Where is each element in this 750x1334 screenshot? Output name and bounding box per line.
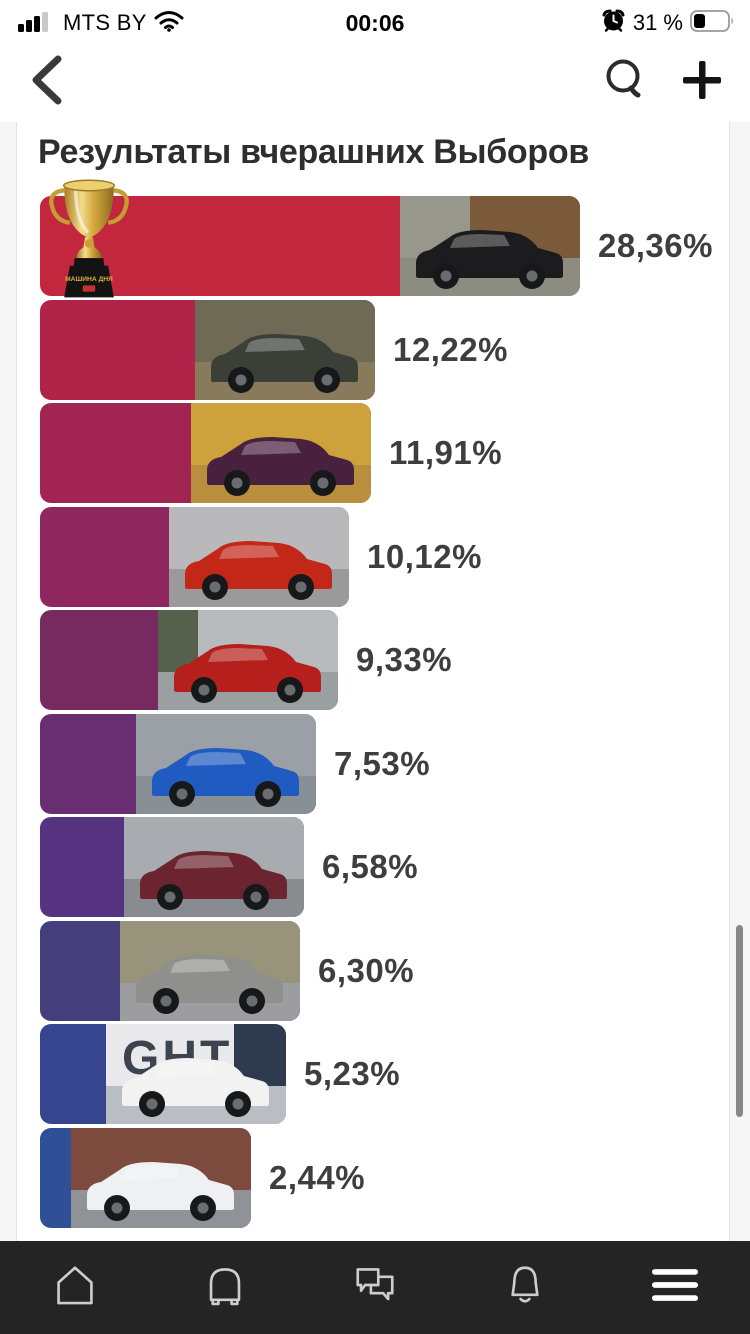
tab-bar: [0, 1241, 750, 1334]
status-bar: 00:06 MTS BY: [0, 0, 750, 42]
result-bar: [40, 610, 338, 710]
car-photo: GHT: [106, 1024, 286, 1124]
hamburger-menu-icon: [648, 1262, 702, 1313]
search-button[interactable]: [604, 58, 646, 107]
chevron-left-icon: [28, 54, 64, 111]
car-photo: [191, 403, 371, 503]
winner-trophy-icon: МАШИНА ДНЯ: [46, 174, 132, 306]
result-row-7[interactable]: 6,58%: [40, 817, 720, 917]
tab-notifications[interactable]: [450, 1241, 600, 1334]
car-photo: [169, 506, 349, 607]
percentage-label: 7,53%: [334, 744, 431, 782]
result-row-8[interactable]: 6,30%: [40, 920, 720, 1021]
chat-bubbles-icon: [352, 1262, 398, 1313]
page-title: Результаты вчерашних Выборов: [38, 133, 589, 171]
result-bar: [40, 817, 304, 917]
page-left-margin: [0, 122, 17, 1241]
results-chart: 28,36% 12,22%: [40, 196, 720, 1231]
tab-messages[interactable]: [300, 1241, 450, 1334]
result-bar: GHT: [40, 1024, 286, 1124]
percentage-label: 5,23%: [304, 1055, 401, 1092]
car-icon: [202, 1262, 248, 1313]
result-bar: [40, 196, 580, 296]
result-row-2[interactable]: 12,22%: [40, 299, 720, 400]
carrier-label: MTS BY: [63, 10, 147, 35]
plus-icon: [680, 58, 724, 107]
car-photo: [120, 920, 300, 1021]
car-photo: [195, 299, 375, 400]
search-icon: [604, 58, 646, 107]
result-bar: [40, 920, 300, 1021]
car-photo: [71, 1127, 251, 1228]
result-row-1[interactable]: 28,36%: [40, 196, 720, 296]
result-bar: [40, 506, 349, 607]
result-row-6[interactable]: 7,53%: [40, 713, 720, 814]
percentage-label: 28,36%: [598, 227, 713, 264]
nav-bar: [0, 42, 750, 122]
percentage-label: 9,33%: [356, 641, 453, 678]
page-right-margin: [729, 122, 750, 1241]
tab-home[interactable]: [0, 1241, 150, 1334]
clock-time: 00:06: [345, 9, 405, 36]
battery-percent-label: 31 %: [632, 10, 683, 35]
page-scrollbar[interactable]: [736, 925, 743, 1117]
result-row-10[interactable]: 2,44%: [40, 1127, 720, 1228]
svg-text:МАШИНА ДНЯ: МАШИНА ДНЯ: [65, 276, 113, 283]
tab-menu[interactable]: [600, 1241, 750, 1334]
bell-icon: [502, 1262, 548, 1313]
result-bar: [40, 403, 371, 503]
alarm-clock-icon: [601, 8, 626, 38]
tab-garage[interactable]: [150, 1241, 300, 1334]
percentage-label: 2,44%: [269, 1158, 366, 1196]
car-photo: [124, 817, 304, 917]
percentage-label: 6,30%: [318, 951, 415, 989]
home-icon: [52, 1262, 98, 1313]
result-bar: [40, 1127, 251, 1228]
result-row-4[interactable]: 10,12%: [40, 506, 720, 607]
percentage-label: 12,22%: [393, 330, 508, 368]
result-row-5[interactable]: 9,33%: [40, 610, 720, 710]
cellular-signal-icon: [18, 9, 56, 38]
percentage-label: 6,58%: [322, 848, 419, 885]
result-row-3[interactable]: 11,91%: [40, 403, 720, 503]
car-photo: [400, 196, 580, 296]
percentage-label: 11,91%: [389, 434, 503, 471]
back-button[interactable]: [28, 54, 64, 111]
wifi-icon: [154, 9, 184, 38]
car-photo: [136, 713, 316, 814]
percentage-label: 10,12%: [367, 537, 482, 575]
result-bar: [40, 299, 375, 400]
result-bar: [40, 713, 316, 814]
add-button[interactable]: [680, 58, 724, 107]
result-row-9[interactable]: GHT 5,23%: [40, 1024, 720, 1124]
car-photo: [158, 610, 338, 710]
battery-icon: [690, 9, 736, 37]
